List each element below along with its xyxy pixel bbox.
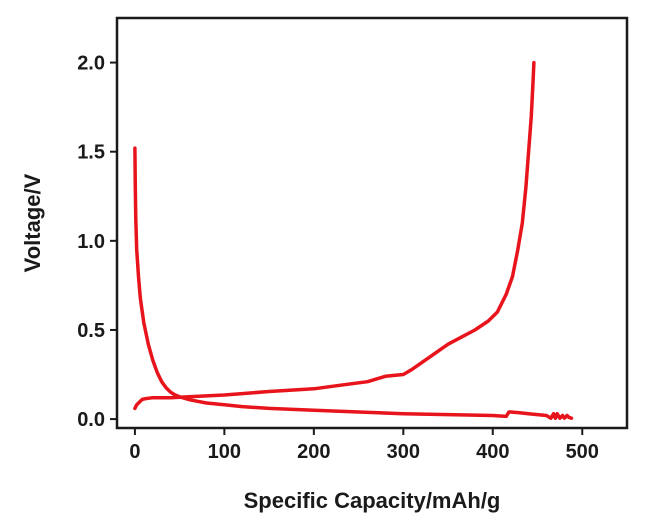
plot-frame (115, 16, 629, 430)
x-tick-label: 0 (129, 441, 140, 463)
y-axis-label: Voltage/V (20, 173, 45, 272)
y-axis-ticks: 0.0 0.5 1.0 1.5 2.0 (77, 53, 117, 431)
x-tick-label: 400 (476, 441, 509, 463)
series-layer (133, 60, 574, 420)
y-tick-label: 0.5 (77, 320, 105, 342)
charge-curve-line (133, 60, 536, 411)
x-tick-label: 200 (297, 441, 330, 463)
x-tick-label: 100 (208, 441, 241, 463)
x-tick-label: 300 (387, 441, 420, 463)
y-tick-label: 1.5 (77, 142, 105, 164)
y-tick-label: 2.0 (77, 53, 105, 75)
y-tick-label: 1.0 (77, 231, 105, 253)
discharge-curve-line (133, 146, 574, 420)
y-tick-label: 0.0 (77, 409, 105, 431)
x-axis-ticks: 0 100 200 300 400 500 (129, 428, 599, 463)
x-tick-label: 500 (566, 441, 599, 463)
x-axis-label: Specific Capacity/mAh/g (244, 488, 501, 513)
